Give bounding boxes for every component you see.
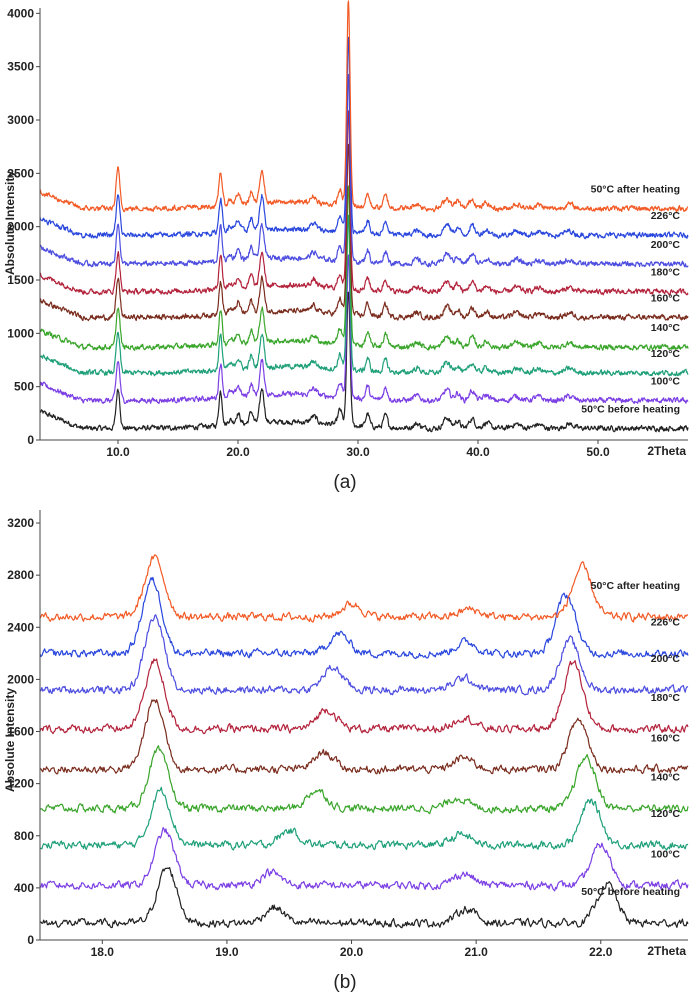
series-line-1 (39, 291, 689, 433)
panel-b-caption: (b) (333, 972, 356, 993)
series-line-8 (39, 576, 689, 660)
series-label: 140°C (651, 771, 681, 783)
y-tick-label: 1600 (7, 725, 34, 739)
series-line-4 (39, 745, 689, 815)
y-tick-label: 1500 (7, 273, 34, 287)
series-line-9 (39, 554, 689, 623)
x-tick-label: 19.0 (215, 945, 239, 959)
series-line-6 (39, 658, 689, 735)
series-line-4 (39, 185, 689, 352)
x-tick-label: 20.0 (340, 945, 364, 959)
series-label: 50°C before heating (581, 886, 680, 898)
series-line-5 (39, 699, 689, 775)
series-line-6 (39, 110, 689, 296)
series-line-5 (39, 143, 689, 322)
x-tick-label: 40.0 (466, 445, 490, 459)
y-tick-label: 3200 (7, 516, 34, 530)
series-label: 50°C after heating (591, 580, 680, 592)
x-tick-label: 30.0 (346, 445, 370, 459)
series-label: 120°C (651, 808, 681, 820)
y-tick-label: 3000 (7, 113, 34, 127)
panel-a-x-axis-label: 2Theta (647, 444, 686, 458)
y-tick-label: 2500 (7, 166, 34, 180)
y-tick-label: 4000 (7, 6, 34, 20)
x-tick-label: 50.0 (586, 445, 610, 459)
panel-a-caption: (a) (333, 472, 356, 493)
series-label: 200°C (651, 653, 681, 665)
series-label: 140°C (651, 322, 681, 334)
series-label: 180°C (651, 267, 681, 279)
series-label: 100°C (651, 848, 681, 860)
x-tick-label: 20.0 (226, 445, 250, 459)
series-label: 100°C (651, 376, 681, 388)
y-tick-label: 1200 (7, 777, 34, 791)
series-line-3 (39, 786, 689, 851)
series-line-7 (39, 614, 689, 696)
x-tick-label: 22.0 (589, 945, 613, 959)
panel-b-x-axis-label: 2Theta (647, 944, 686, 958)
y-tick-label: 800 (14, 829, 34, 843)
series-label: 226°C (651, 616, 681, 628)
panel-b: Absolute Intensity 2Theta (b) 0 400 800 120… (3, 510, 689, 993)
x-tick-label: 21.0 (464, 945, 488, 959)
panel-a-y-axis-label: Absolute Intensity (3, 171, 17, 275)
series-label: 50°C after heating (591, 184, 680, 196)
series-line-1 (39, 866, 689, 929)
series-label: 160°C (651, 292, 681, 304)
y-tick-label: 2400 (7, 620, 34, 634)
y-tick-label: 0 (27, 933, 34, 947)
y-tick-label: 500 (14, 380, 34, 394)
y-tick-label: 0 (27, 433, 34, 447)
y-tick-label: 2800 (7, 568, 34, 582)
panel-b-y-axis-label: Absolute Intensity (3, 688, 17, 792)
series-label: 120°C (651, 348, 681, 360)
y-tick-label: 400 (14, 881, 34, 895)
series-line-8 (39, 36, 689, 240)
series-line-9 (39, 0, 689, 213)
series-label: 226°C (651, 210, 681, 222)
series-label: 50°C before heating (581, 403, 680, 415)
x-tick-label: 18.0 (91, 945, 115, 959)
series-line-3 (39, 214, 689, 377)
y-tick-label: 3500 (7, 60, 34, 74)
y-tick-label: 1000 (7, 326, 34, 340)
series-line-7 (39, 74, 689, 268)
series-label: 180°C (651, 692, 681, 704)
series-label: 200°C (651, 239, 681, 251)
y-tick-label: 2000 (7, 220, 34, 234)
series-label: 160°C (651, 732, 681, 744)
panel-a: Absolute Intensity 2Theta (a) 0 500 1000 15… (3, 0, 689, 493)
x-tick-label: 10.0 (106, 445, 130, 459)
series-line-2 (39, 254, 689, 405)
y-tick-label: 2000 (7, 672, 34, 686)
series-line-2 (39, 827, 689, 892)
